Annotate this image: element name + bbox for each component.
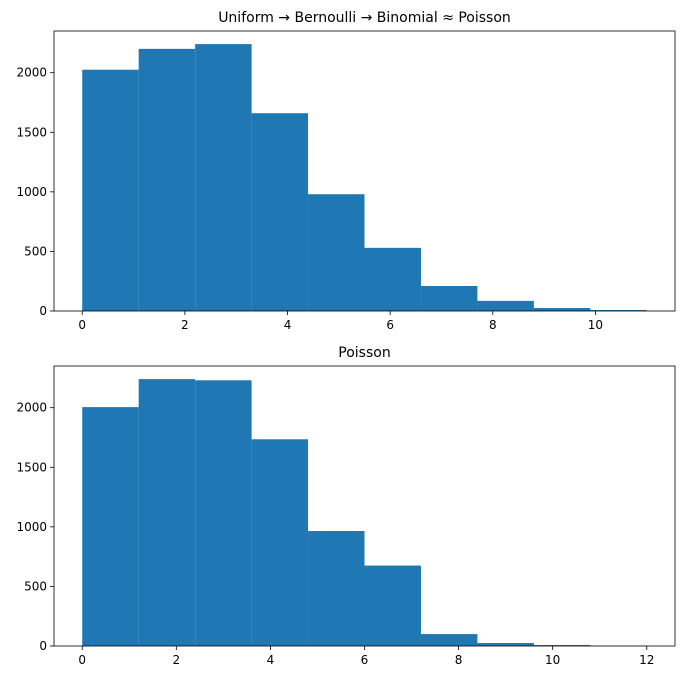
axes-frame (53, 30, 676, 312)
x-tick-label: 8 (489, 318, 497, 332)
y-tick-label: 500 (24, 579, 47, 593)
histogram-bar (364, 247, 421, 311)
x-tick-label: 2 (172, 653, 180, 667)
histogram-bar (420, 634, 478, 646)
histogram-bar (82, 69, 139, 311)
histogram-bar (590, 310, 647, 311)
y-tick-label: 2000 (16, 66, 47, 80)
x-tick-label: 6 (361, 653, 369, 667)
histogram-bar (364, 565, 421, 646)
y-tick-label: 1500 (16, 125, 47, 139)
x-tick-label: 6 (386, 318, 394, 332)
x-tick-label: 2 (181, 318, 189, 332)
top-histogram-panel: 0 2 4 6 8 10 0 500 1000 1500 2000 Uniform → Bernoul… (16, 10, 676, 332)
y-tick-label: 500 (24, 244, 47, 258)
x-tick-label: 0 (78, 318, 86, 332)
y-tick-label: 1000 (16, 520, 47, 534)
histogram-bar (533, 645, 591, 646)
histogram-bar (138, 48, 196, 311)
y-tick-label: 1500 (16, 460, 47, 474)
x-tick-label: 10 (588, 318, 603, 332)
x-tick-label: 4 (284, 318, 292, 332)
chart-title: Uniform → Bernoulli → Binomial ≈ Poisson (218, 10, 511, 26)
histogram-bar (308, 531, 365, 646)
bottom-histogram-panel: 0 2 4 6 8 10 12 0 500 1000 1500 2000 Poisson (16, 345, 676, 667)
histogram-bar (195, 44, 252, 311)
y-tick-label: 1000 (16, 185, 47, 199)
histogram-bar (533, 308, 591, 311)
histogram-bar (195, 380, 252, 646)
histogram-bar (477, 300, 534, 311)
histogram-bar (82, 407, 139, 646)
histogram-bar (477, 643, 534, 646)
histogram-bar (251, 113, 309, 311)
histogram-bar (138, 379, 196, 646)
x-tick-label: 8 (455, 653, 463, 667)
x-tick-label: 10 (545, 653, 560, 667)
histogram-bar (308, 194, 365, 311)
y-tick-label: 2000 (16, 401, 47, 415)
chart-title: Poisson (338, 345, 390, 361)
x-tick-label: 4 (267, 653, 275, 667)
histogram-bar (420, 285, 478, 311)
y-tick-label: 0 (39, 639, 47, 653)
histogram-bar (251, 439, 309, 646)
y-tick-label: 0 (39, 304, 47, 318)
x-tick-label: 12 (639, 653, 654, 667)
x-tick-label: 0 (78, 653, 86, 667)
